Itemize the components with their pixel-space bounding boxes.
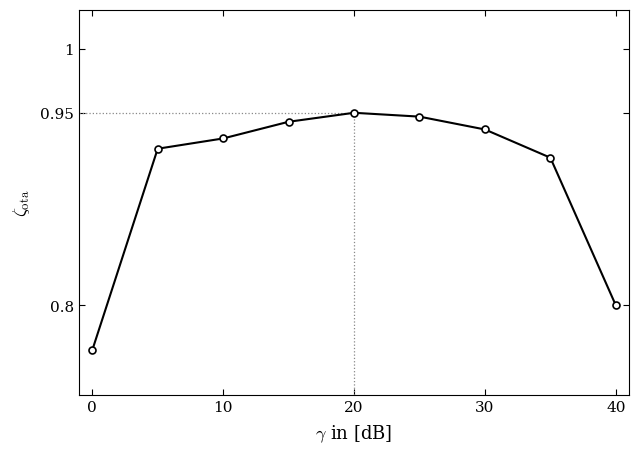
X-axis label: $\gamma$ in [dB]: $\gamma$ in [dB] [316,422,393,444]
Y-axis label: $\zeta_{\mathrm{ota}}$: $\zeta_{\mathrm{ota}}$ [11,190,32,217]
